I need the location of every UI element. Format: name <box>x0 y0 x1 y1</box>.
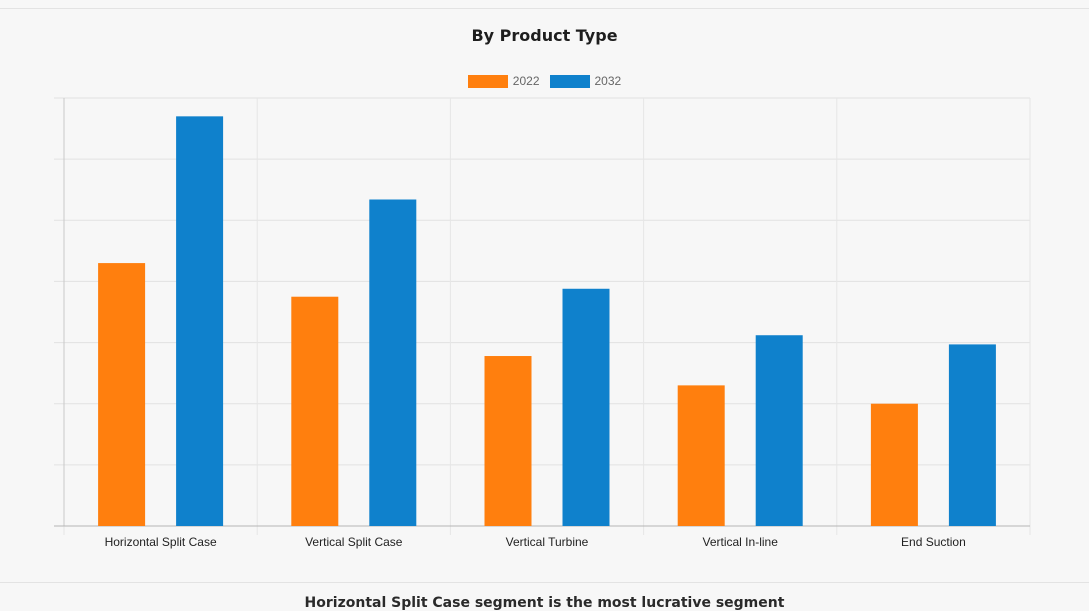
legend-item-2032[interactable]: 2032 <box>549 74 622 88</box>
bar-2032 <box>562 288 610 526</box>
bar-2022 <box>291 296 339 526</box>
bar-2032 <box>755 335 803 526</box>
legend-swatch-2032 <box>549 74 590 88</box>
bar-chart: Horizontal Split Case Vertical Split Case… <box>54 97 1031 549</box>
bar-2022 <box>98 263 146 526</box>
x-tick-label: Vertical In-line <box>703 535 779 549</box>
legend-swatch-2022 <box>467 74 508 88</box>
bar-2032 <box>369 199 417 527</box>
x-tick-label: Vertical Split Case <box>305 535 403 549</box>
x-tick-label: Vertical Turbine <box>506 535 589 549</box>
footer-caption: Horizontal Split Case segment is the mos… <box>304 595 785 611</box>
bar-2032 <box>948 344 996 526</box>
top-divider <box>0 8 1089 9</box>
legend-label-2032: 2032 <box>594 74 622 88</box>
chart-title: By Product Type <box>471 26 618 45</box>
bar-2032 <box>176 116 224 526</box>
chart-legend: 2022 2032 <box>0 74 1089 88</box>
bar-2022 <box>677 385 725 526</box>
legend-item-2022[interactable]: 2022 <box>467 74 540 88</box>
bottom-divider <box>0 582 1089 583</box>
legend-label-2022: 2022 <box>512 74 540 88</box>
x-tick-label: End Suction <box>901 535 966 549</box>
x-tick-label: Horizontal Split Case <box>105 535 217 549</box>
bar-2022 <box>870 403 918 526</box>
bar-2022 <box>484 356 532 526</box>
